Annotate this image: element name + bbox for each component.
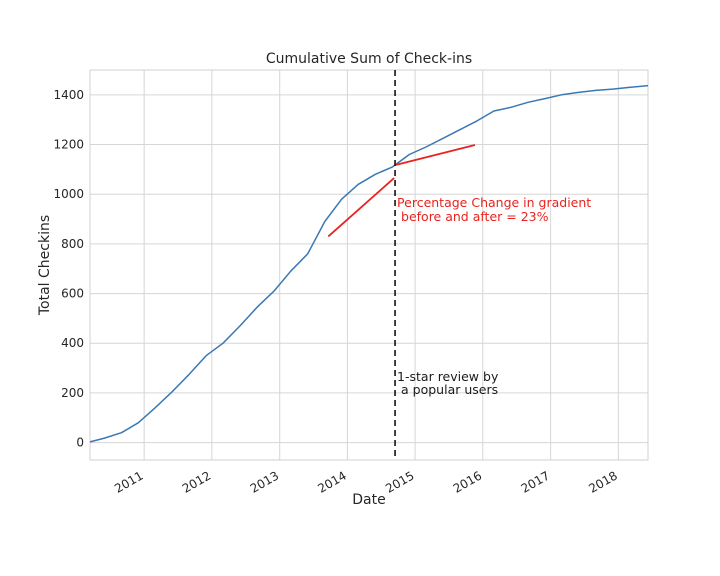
y-axis-label: Total Checkins bbox=[37, 215, 53, 316]
x-tick-label: 2013 bbox=[248, 468, 281, 495]
plot-frame bbox=[89, 69, 649, 461]
gradient-annotation: Percentage Change in gradient before and… bbox=[397, 195, 591, 224]
x-tick-label: 2018 bbox=[586, 468, 619, 495]
series-line bbox=[89, 84, 649, 443]
y-axis-ticks: 0 200 400 600 800 1000 1200 1400 bbox=[53, 88, 84, 450]
y-tick-label: 1000 bbox=[53, 187, 84, 201]
gradient-line bbox=[395, 144, 476, 166]
y-tick-label: 600 bbox=[61, 287, 84, 301]
x-axis-label: Date bbox=[352, 492, 385, 508]
x-tick-label: 2014 bbox=[315, 468, 348, 495]
series-layer bbox=[89, 84, 649, 443]
x-tick-label: 2017 bbox=[519, 468, 552, 495]
grid bbox=[90, 70, 648, 460]
y-tick-label: 1200 bbox=[53, 138, 84, 152]
chart-title: Cumulative Sum of Check-ins bbox=[266, 51, 472, 67]
y-tick-label: 200 bbox=[61, 386, 84, 400]
y-tick-label: 800 bbox=[61, 237, 84, 251]
gradient-line bbox=[327, 177, 395, 238]
x-tick-label: 2012 bbox=[180, 468, 213, 495]
y-tick-label: 400 bbox=[61, 336, 84, 350]
overlay-layer: Percentage Change in gradient before and… bbox=[327, 70, 591, 460]
y-tick-label: 0 bbox=[76, 436, 84, 450]
x-tick-label: 2015 bbox=[383, 468, 416, 495]
x-tick-label: 2011 bbox=[112, 468, 145, 495]
x-tick-label: 2016 bbox=[451, 468, 484, 495]
vline-annotation: 1-star review by a popular users bbox=[397, 369, 499, 397]
y-tick-label: 1400 bbox=[53, 88, 84, 102]
